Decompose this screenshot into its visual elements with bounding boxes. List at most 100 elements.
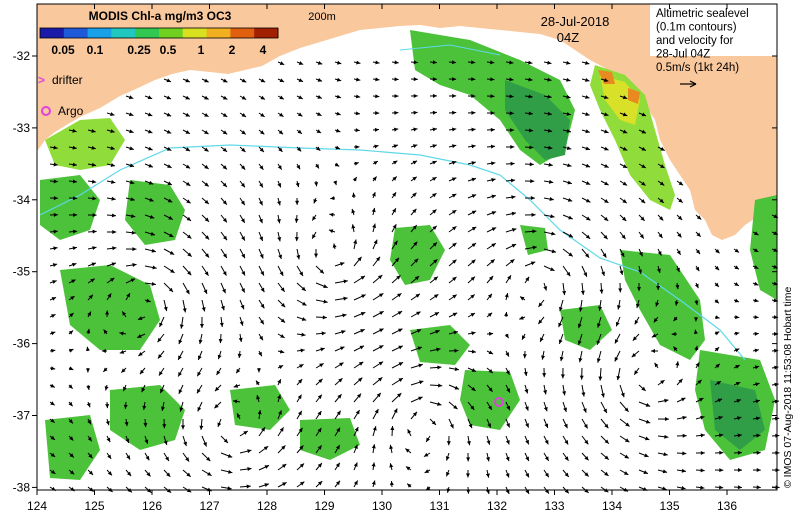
- velocity-arrow-head: [91, 162, 97, 167]
- velocity-arrow-head: [622, 181, 628, 186]
- velocity-arrow-head: [297, 129, 302, 134]
- velocity-arrow-head: [525, 456, 529, 461]
- colorbar-tick-label: 0.25: [127, 43, 151, 57]
- velocity-arrow-head: [199, 425, 204, 430]
- velocity-arrow-head: [317, 394, 322, 400]
- altimetry-legend-line: Altimetric sealevel: [656, 8, 749, 20]
- velocity-arrow-head: [72, 128, 77, 133]
- velocity-arrow-head: [737, 485, 742, 490]
- velocity-arrow-head: [247, 449, 252, 454]
- velocity-arrow-head: [634, 370, 639, 375]
- velocity-arrow-head: [105, 310, 110, 315]
- velocity-arrow-head: [142, 405, 147, 410]
- velocity-arrow-head: [129, 112, 134, 117]
- velocity-arrow-head: [111, 196, 116, 201]
- colorbar: MODIS Chl-a mg/m3 OC3 0.05 0.1 0.25 0.5 1 2 4: [39, 9, 279, 57]
- velocity-arrow-head: [662, 486, 667, 491]
- velocity-arrow-head: [491, 161, 496, 166]
- velocity-arrow-head: [314, 182, 319, 187]
- velocity-arrow-head: [407, 429, 412, 434]
- velocity-arrow-head: [259, 236, 263, 241]
- velocity-arrow-head: [158, 371, 163, 376]
- velocity-arrow-head: [564, 472, 569, 477]
- velocity-arrow-head: [73, 212, 78, 217]
- velocity-arrow-head: [641, 181, 646, 186]
- colorbar-swatch: [182, 28, 208, 38]
- velocity-arrow-head: [585, 163, 591, 168]
- velocity-arrow-head: [433, 259, 438, 264]
- velocity-arrow-head: [298, 379, 303, 384]
- x-tick-label: 127: [199, 499, 219, 513]
- velocity-arrow-head: [734, 298, 740, 303]
- velocity-arrow-head: [432, 225, 437, 231]
- velocity-arrow-head: [328, 229, 334, 234]
- velocity-arrow-head: [317, 60, 323, 65]
- x-tick-label: 134: [602, 499, 622, 513]
- velocity-arrow-head: [259, 183, 263, 188]
- velocity-arrow-head: [452, 294, 457, 299]
- velocity-arrow-head: [150, 231, 156, 236]
- velocity-arrow-head: [509, 111, 514, 116]
- velocity-arrow-head: [566, 129, 571, 133]
- velocity-arrow-head: [577, 340, 582, 345]
- velocity-arrow-head: [694, 300, 699, 305]
- colorbar-border: [39, 27, 279, 39]
- velocity-arrow-head: [734, 265, 739, 270]
- velocity-arrow-head: [51, 469, 56, 474]
- velocity-arrow-head: [294, 237, 299, 242]
- velocity-arrow-head: [693, 317, 698, 322]
- velocity-arrow-head: [50, 418, 55, 423]
- velocity-arrow-head: [737, 450, 742, 455]
- velocity-arrow-head: [622, 164, 628, 168]
- altimetry-legend-line: 28-Jul 04Z: [656, 49, 710, 61]
- velocity-arrow-head: [318, 378, 323, 384]
- velocity-arrow-head: [222, 200, 227, 205]
- velocity-arrow-head: [505, 456, 510, 462]
- velocity-arrow-head: [204, 235, 210, 240]
- velocity-arrow-head: [166, 112, 172, 117]
- altimetry-legend: Altimetric sealevel (0.1m contours)and ve…: [656, 8, 749, 74]
- velocity-arrow-head: [109, 277, 115, 282]
- velocity-arrow-head: [355, 111, 360, 116]
- velocity-arrow-head: [509, 77, 514, 82]
- velocity-arrow-head: [412, 176, 417, 181]
- velocity-arrow-head: [355, 77, 361, 82]
- chl-patch-west-5: [110, 385, 185, 450]
- velocity-arrow-head: [522, 335, 526, 340]
- velocity-arrow-head: [299, 445, 304, 450]
- velocity-arrow-head: [586, 216, 591, 221]
- velocity-arrow-head: [240, 200, 245, 206]
- velocity-arrow-head: [91, 145, 96, 150]
- velocity-arrow-head: [754, 348, 759, 353]
- velocity-arrow-head: [504, 312, 509, 317]
- velocity-arrow-head: [148, 146, 153, 151]
- velocity-arrow-head: [50, 383, 55, 388]
- velocity-arrow-head: [351, 224, 356, 229]
- credit-label: © IMOS 07-Aug-2018 11:53:08 Hobart time: [782, 287, 794, 488]
- velocity-arrow-head: [53, 229, 58, 234]
- velocity-arrow-head: [645, 419, 651, 424]
- velocity-arrow-head: [566, 271, 571, 277]
- velocity-arrow-head: [129, 129, 134, 134]
- velocity-arrow-head: [295, 182, 300, 188]
- velocity-arrow-head: [392, 160, 398, 165]
- velocity-arrow-head: [452, 312, 458, 317]
- velocity-arrow-head: [490, 127, 495, 132]
- velocity-arrow-head: [678, 181, 684, 186]
- velocity-arrow-head: [598, 306, 602, 311]
- velocity-arrow-head: [734, 348, 740, 353]
- velocity-arrow-head: [50, 435, 55, 440]
- velocity-arrow-head: [279, 95, 284, 100]
- x-tick-label: 124: [27, 499, 47, 513]
- velocity-arrow-head: [141, 387, 146, 393]
- velocity-arrow-head: [597, 323, 601, 328]
- velocity-arrow-head: [639, 251, 643, 257]
- velocity-arrow-head: [374, 127, 379, 132]
- velocity-arrow-head: [490, 77, 495, 82]
- velocity-arrow-head: [222, 235, 227, 241]
- velocity-arrow-head: [223, 78, 228, 83]
- velocity-arrow-head: [525, 439, 529, 445]
- velocity-arrow-head: [547, 111, 552, 116]
- velocity-arrow-head: [279, 61, 285, 65]
- velocity-arrow-head: [504, 293, 509, 298]
